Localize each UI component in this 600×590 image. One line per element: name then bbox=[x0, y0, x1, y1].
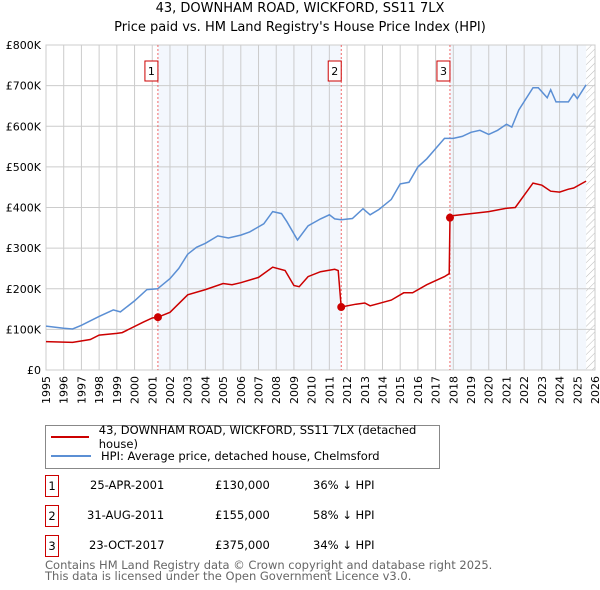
chart-subtitle: Price paid vs. HM Land Registry's House … bbox=[114, 20, 486, 35]
footer-copyright: Contains HM Land Registry data © Crown c… bbox=[45, 558, 493, 572]
x-tick-label: 2016 bbox=[412, 376, 425, 404]
y-tick-label: £800K bbox=[6, 39, 42, 52]
legend-label: HPI: Average price, detached house, Chel… bbox=[101, 449, 380, 463]
sale-badge-label: 2 bbox=[331, 65, 338, 78]
x-tick-label: 1997 bbox=[75, 376, 88, 404]
y-tick-label: £300K bbox=[6, 242, 42, 255]
sale-marker-badge: 1 bbox=[45, 475, 59, 497]
sale-badge bbox=[327, 60, 342, 82]
x-tick-label: 2008 bbox=[270, 376, 283, 404]
footer: Contains HM Land Registry data © Crown c… bbox=[45, 558, 493, 583]
sale-badge bbox=[144, 60, 159, 82]
x-tick-label: 2018 bbox=[447, 376, 460, 404]
x-tick-label: 2019 bbox=[465, 376, 478, 404]
y-tick-label: £600K bbox=[6, 120, 42, 133]
sale-date: 25-APR-2001 bbox=[90, 478, 165, 492]
x-tick-label: 2012 bbox=[341, 376, 354, 404]
legend-label: 43, DOWNHAM ROAD, WICKFORD, SS11 7LX (de… bbox=[98, 423, 417, 451]
legend-item-property: 43, DOWNHAM ROAD, WICKFORD, SS11 7LX (de… bbox=[51, 423, 439, 451]
x-tick-label: 2009 bbox=[288, 376, 301, 404]
plot-border bbox=[45, 44, 596, 371]
sale-point bbox=[153, 313, 162, 322]
sale-price: £130,000 bbox=[215, 478, 270, 492]
hpi-line bbox=[45, 84, 587, 330]
y-tick-label: £400K bbox=[6, 202, 42, 215]
x-tick-label: 2013 bbox=[359, 376, 372, 404]
y-tick-label: £200K bbox=[6, 283, 42, 296]
x-tick-label: 1998 bbox=[93, 376, 106, 404]
y-tick-label: £100K bbox=[6, 323, 42, 336]
x-tick-label: 2015 bbox=[394, 376, 407, 404]
x-tick-label: 2003 bbox=[182, 376, 195, 404]
sale-date: 31-AUG-2011 bbox=[87, 508, 165, 522]
sale-marker-badge: 2 bbox=[45, 505, 59, 527]
x-tick-label: 2025 bbox=[571, 376, 584, 404]
sale-price: £155,000 bbox=[215, 508, 270, 522]
x-tick-label: 2023 bbox=[536, 376, 549, 404]
x-tick-label: 2011 bbox=[323, 376, 336, 404]
sale-price: £375,000 bbox=[215, 538, 270, 552]
y-tick-label: £0 bbox=[27, 364, 41, 377]
x-tick-label: 2026 bbox=[589, 376, 600, 404]
x-tick-label: 2010 bbox=[306, 376, 319, 404]
legend-swatch bbox=[51, 436, 89, 438]
y-tick-label: £500K bbox=[6, 161, 42, 174]
x-tick-label: 1995 bbox=[40, 376, 53, 404]
x-tick-label: 1999 bbox=[111, 376, 124, 404]
y-tick-label: £700K bbox=[6, 80, 42, 93]
x-tick-label: 2014 bbox=[376, 376, 389, 404]
x-tick-label: 2005 bbox=[217, 376, 230, 404]
legend-item-hpi: HPI: Average price, detached house, Chel… bbox=[51, 447, 380, 465]
plot-area: 1995 1996 1997 1998 1999 2000 2001 2002 2003 2004… bbox=[6, 39, 600, 404]
x-tick-label: 2001 bbox=[146, 376, 159, 404]
x-tick-label: 2024 bbox=[554, 376, 567, 404]
sale-date: 23-OCT-2017 bbox=[89, 538, 165, 552]
x-tick-label: 2002 bbox=[164, 376, 177, 404]
sale-badge-label: 1 bbox=[148, 65, 155, 78]
x-tick-label: 2017 bbox=[430, 376, 443, 404]
sale-hpi-diff: 36% ↓ HPI bbox=[313, 478, 375, 492]
x-tick-label: 2006 bbox=[235, 376, 248, 404]
x-tick-label: 2007 bbox=[253, 376, 266, 404]
sale-badge bbox=[436, 60, 451, 82]
chart-title: 43, DOWNHAM ROAD, WICKFORD, SS11 7LX bbox=[155, 1, 445, 16]
footer-licence: This data is licensed under the Open Gov… bbox=[45, 569, 412, 583]
x-tick-label: 2020 bbox=[483, 376, 496, 404]
x-tick-label: 2022 bbox=[518, 376, 531, 404]
x-tick-label: 1996 bbox=[58, 376, 71, 404]
x-tick-label: 2004 bbox=[199, 376, 212, 404]
x-tick-label: 2021 bbox=[500, 376, 513, 404]
sale-hpi-diff: 58% ↓ HPI bbox=[313, 508, 375, 522]
legend-swatch bbox=[51, 455, 91, 457]
legend: 43, DOWNHAM ROAD, WICKFORD, SS11 7LX (de… bbox=[45, 423, 440, 469]
x-tick-label: 2000 bbox=[129, 376, 142, 404]
sale-hpi-diff: 34% ↓ HPI bbox=[313, 538, 375, 552]
sale-point bbox=[337, 303, 346, 312]
sale-badge-label: 3 bbox=[440, 65, 447, 78]
sale-point bbox=[445, 213, 454, 222]
sale-marker-badge: 3 bbox=[45, 535, 59, 557]
